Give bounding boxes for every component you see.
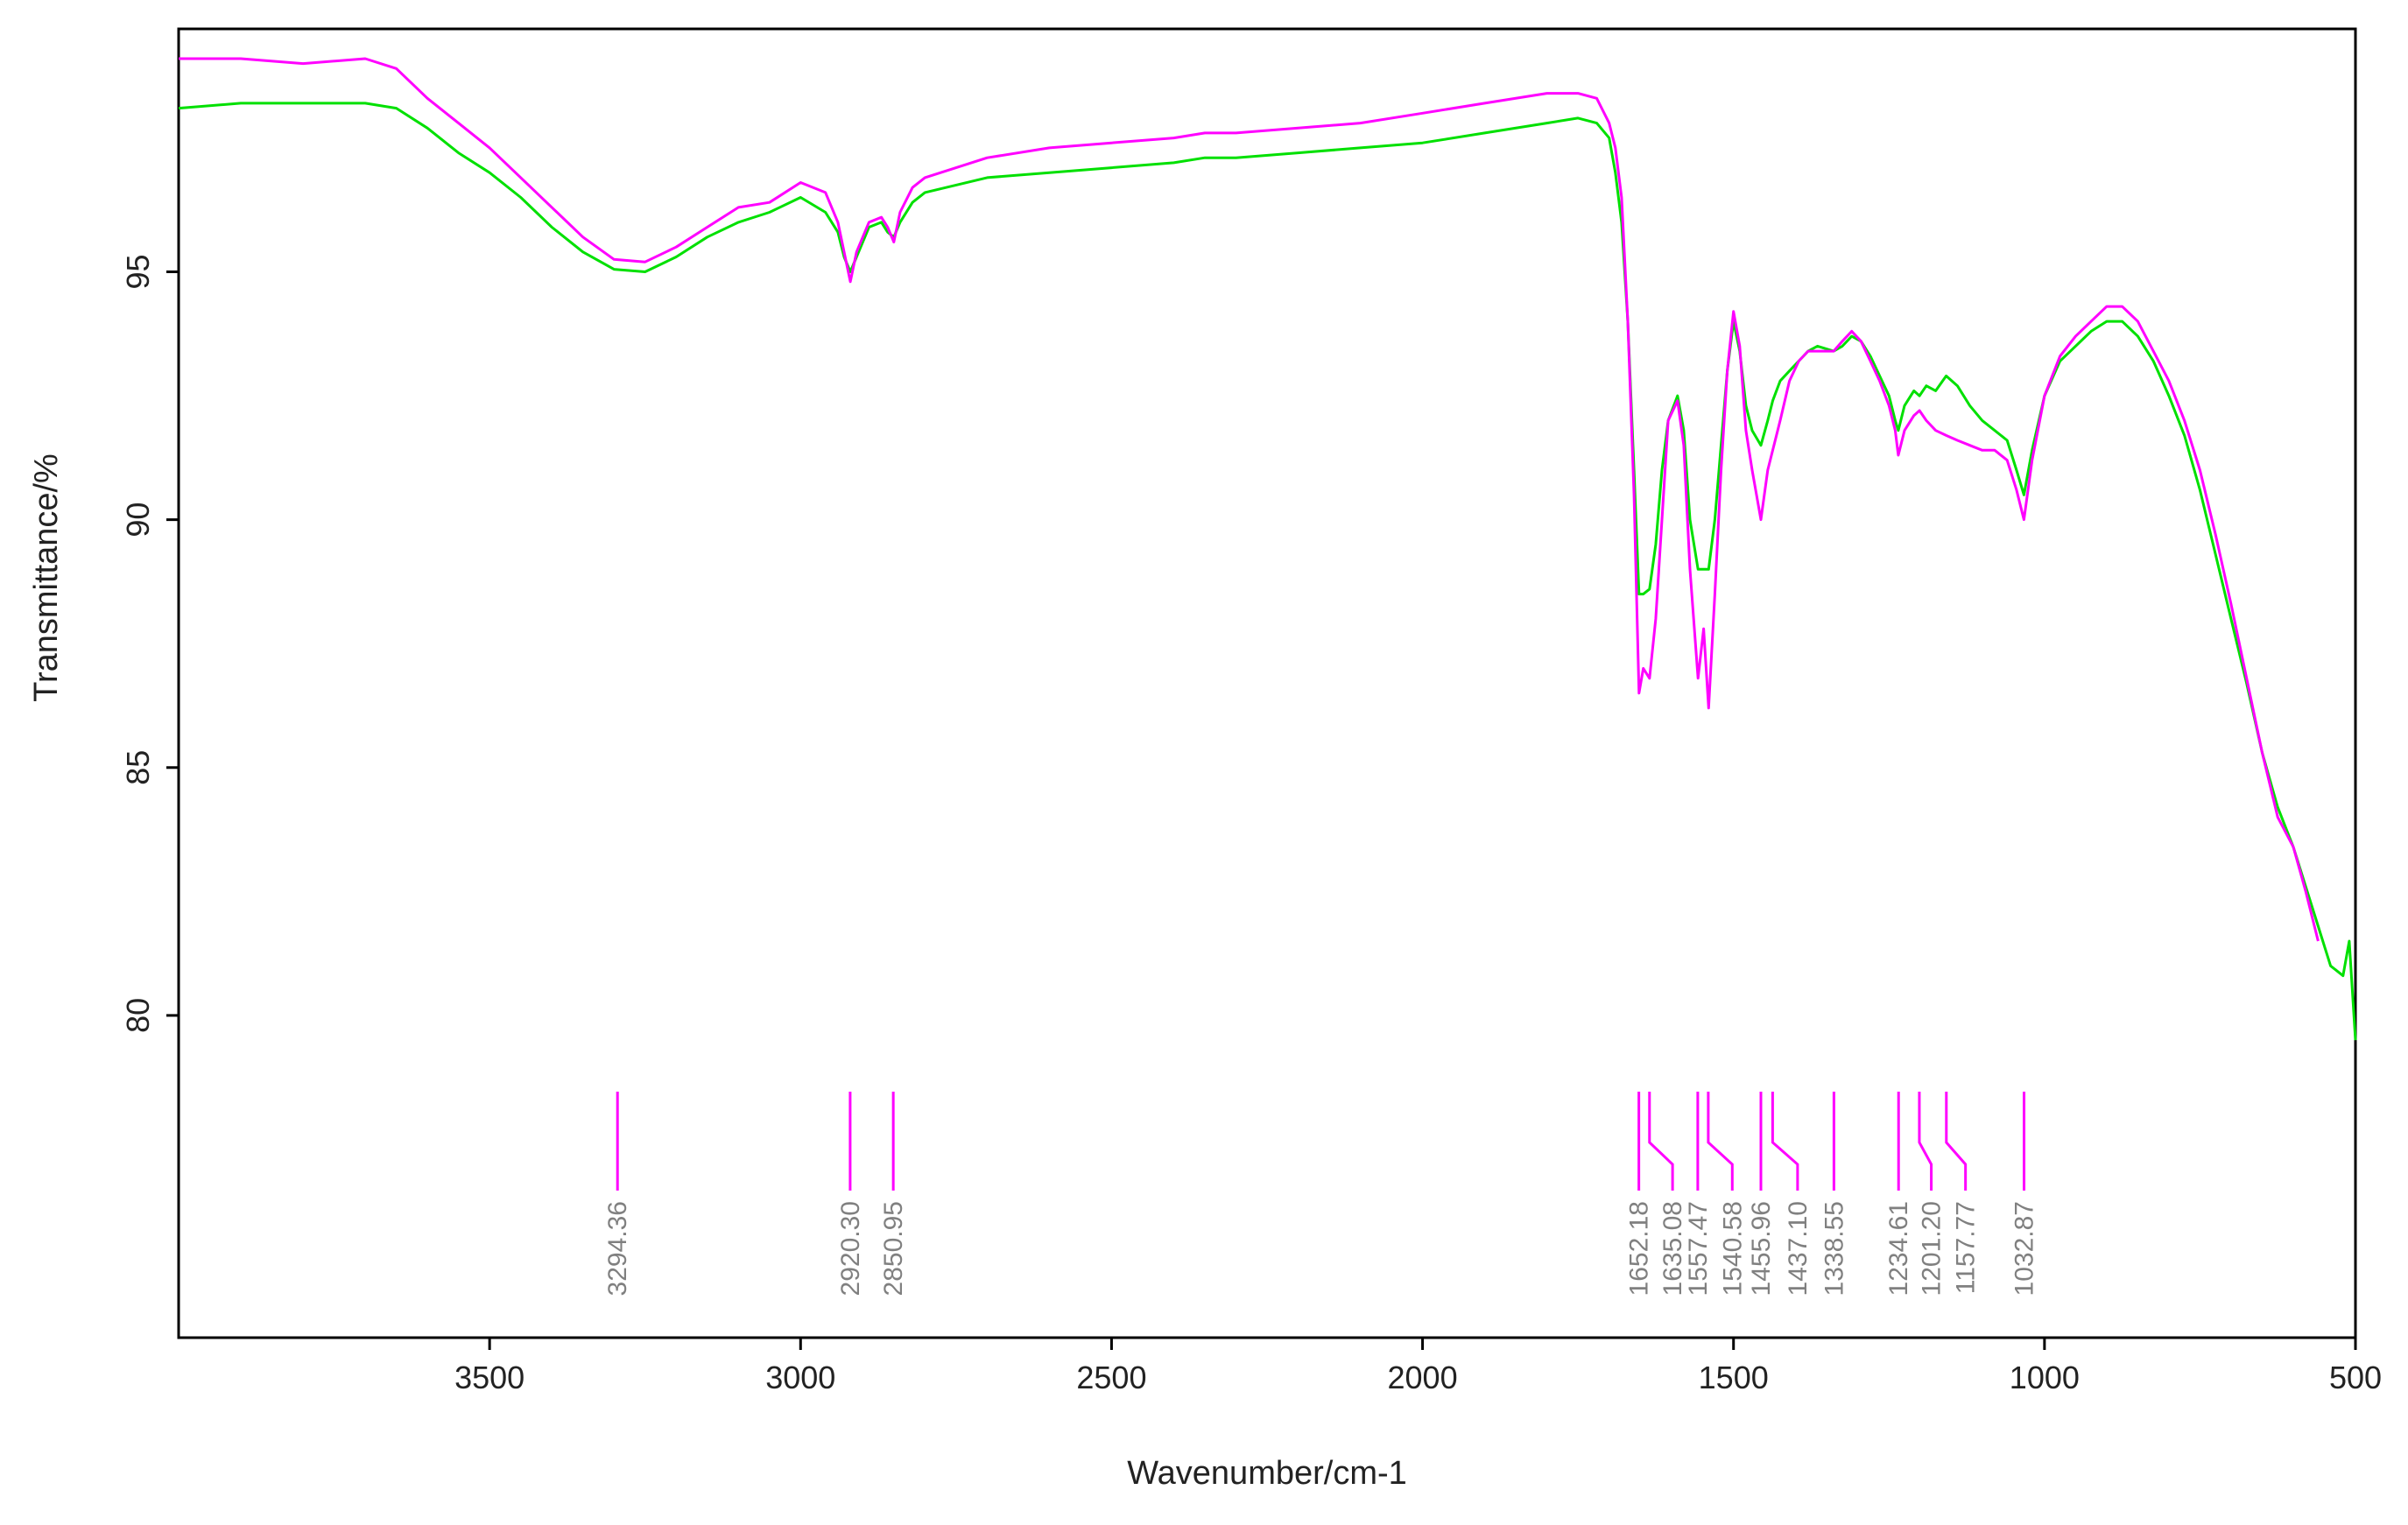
- peak-markers: 3294.36 2920.30 2850.95 1652.18 1635.081557.…: [603, 1092, 2039, 1296]
- x-tick-label: 3500: [454, 1360, 525, 1395]
- peak-label: 1032.87: [2010, 1201, 2039, 1296]
- peak-label: 1157.77: [1952, 1201, 1981, 1294]
- x-tick-label: 2500: [1076, 1360, 1146, 1395]
- y-tick-label: 85: [120, 750, 156, 785]
- peak-label: 1557.47: [1684, 1201, 1713, 1296]
- y-axis-title: Transmittance/%: [28, 453, 65, 702]
- peak-label: 1635.08: [1658, 1201, 1687, 1296]
- peak-label: 3294.36: [603, 1201, 632, 1296]
- peak-label: 2850.95: [879, 1201, 908, 1296]
- y-tick-label: 90: [120, 502, 156, 538]
- x-tick-label: 1500: [1699, 1360, 1769, 1395]
- peak-label: 1437.10: [1784, 1201, 1813, 1296]
- peak-label: 2920.30: [836, 1201, 865, 1296]
- y-tick-label: 80: [120, 998, 156, 1033]
- plot-frame: [177, 27, 2357, 1339]
- peak-label: 1652.18: [1625, 1201, 1654, 1296]
- y-tick-label: 95: [120, 254, 156, 289]
- x-tick-label: 1000: [2010, 1360, 2080, 1395]
- peak-label: 1234.61: [1884, 1201, 1913, 1296]
- x-tick-label: 500: [2329, 1360, 2382, 1395]
- peak-marker: [1648, 1092, 1674, 1191]
- peak-marker: [1945, 1092, 1968, 1191]
- x-axis-title: Wavenumber/cm-1: [1127, 1455, 1407, 1492]
- magenta-spectrum-line: [179, 57, 2320, 942]
- peak-marker: [1771, 1092, 1799, 1191]
- peak-label: 1201.20: [1918, 1201, 1947, 1296]
- peak-label: 1540.58: [1718, 1201, 1747, 1296]
- x-tick-label: 3000: [765, 1360, 835, 1395]
- series-layer: [178, 57, 2357, 1041]
- peak-label: 1455.96: [1747, 1201, 1776, 1296]
- peak-label: 1338.55: [1820, 1201, 1848, 1296]
- peak-marker: [1918, 1092, 1933, 1191]
- y-axis: 80 85 90 95: [120, 254, 179, 1033]
- peak-marker: [1707, 1092, 1734, 1191]
- x-tick-label: 2000: [1388, 1360, 1458, 1395]
- x-axis: 3500 3000 2500 2000 1500 1000 500: [454, 1338, 2382, 1395]
